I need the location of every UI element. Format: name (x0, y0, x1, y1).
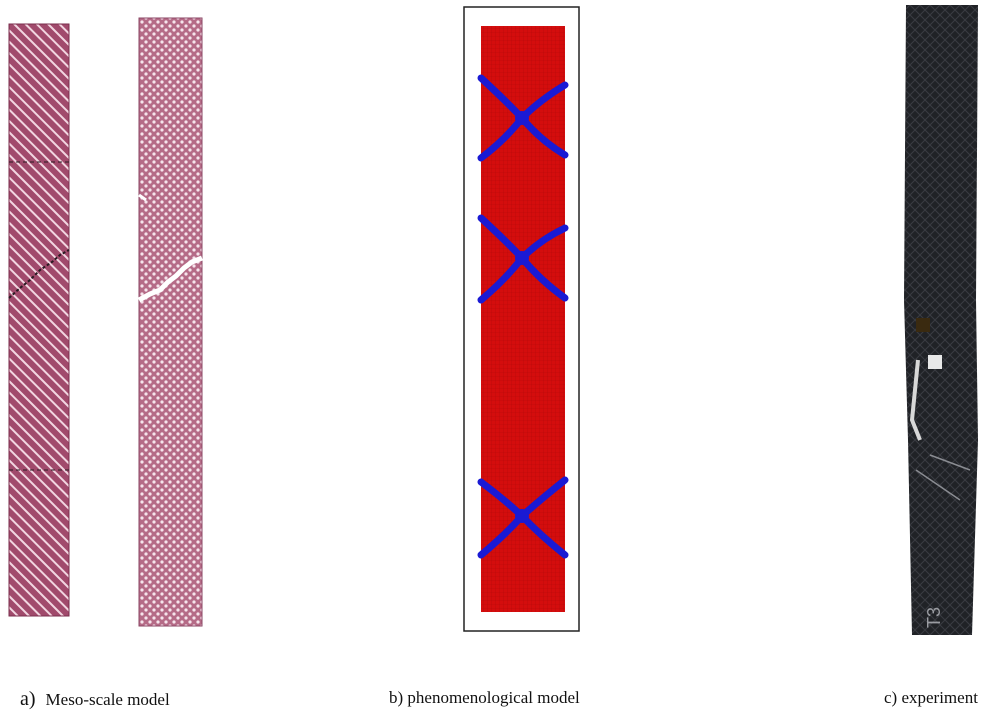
caption-c: c) experiment (884, 688, 978, 708)
meso-scale-model-figure (8, 17, 203, 627)
meso-crack-line-left (8, 249, 70, 299)
meso-scale-panel (0, 0, 220, 640)
caption-a-text: Meso-scale model (45, 690, 170, 709)
meso-strip-left (8, 23, 70, 617)
experiment-panel: T3 (890, 0, 1000, 640)
caption-c-text: c) experiment (884, 688, 978, 707)
meso-strip-right (138, 17, 203, 627)
meso-crack-right (137, 255, 203, 303)
experiment-specimen (904, 5, 978, 635)
phenomenological-model-figure (463, 6, 580, 632)
specimen-mark-t3: T3 (924, 607, 944, 628)
caption-a-letter: a) (20, 688, 36, 710)
experiment-photo: T3 (904, 5, 978, 635)
caption-b-text: b) phenomenological model (389, 688, 580, 707)
caption-b: b) phenomenological model (389, 688, 580, 708)
caption-a: a) Meso-scale model (20, 688, 170, 711)
phenomenological-panel (455, 0, 595, 640)
